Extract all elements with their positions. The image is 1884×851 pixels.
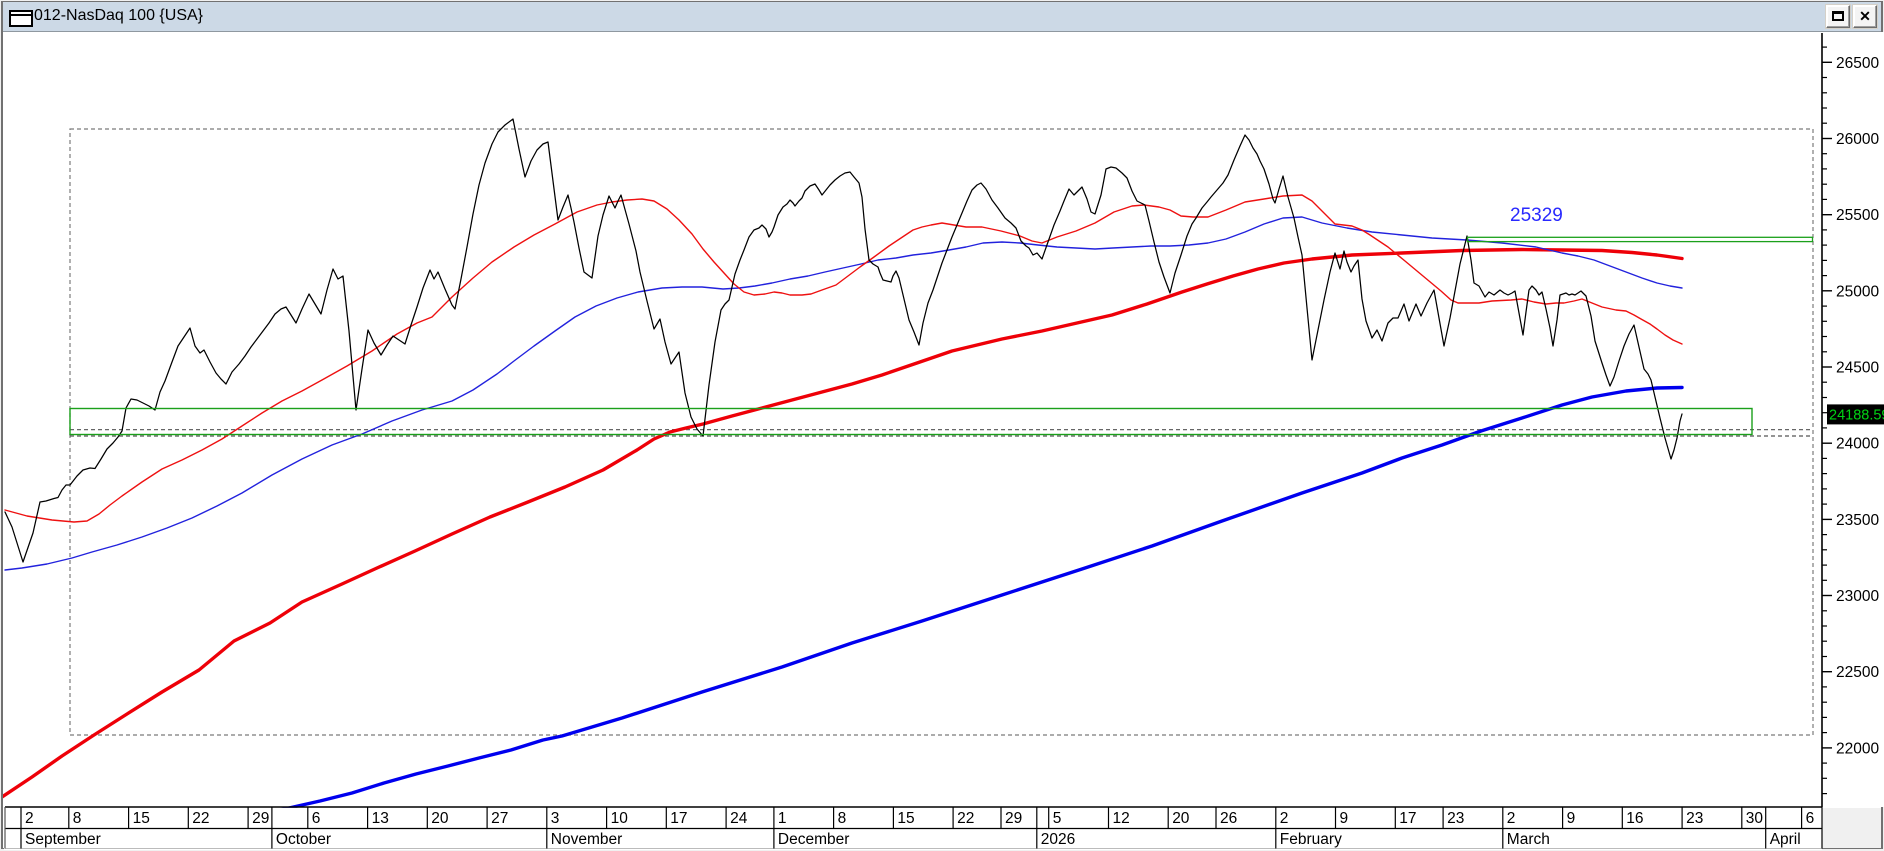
- svg-text:6: 6: [312, 810, 321, 827]
- svg-text:23500: 23500: [1836, 512, 1879, 529]
- svg-text:25000: 25000: [1836, 283, 1879, 300]
- svg-text:16: 16: [1626, 810, 1643, 827]
- svg-text:October: October: [276, 831, 331, 848]
- svg-text:27: 27: [491, 810, 508, 827]
- svg-text:23: 23: [1447, 810, 1464, 827]
- svg-text:2: 2: [1507, 810, 1516, 827]
- svg-text:2: 2: [1280, 810, 1289, 827]
- svg-text:9: 9: [1340, 810, 1349, 827]
- svg-text:5: 5: [1053, 810, 1062, 827]
- svg-text:26000: 26000: [1836, 131, 1879, 148]
- svg-text:12: 12: [1113, 810, 1130, 827]
- svg-text:25329: 25329: [1510, 205, 1563, 226]
- svg-text:22: 22: [957, 810, 974, 827]
- svg-text:February: February: [1280, 831, 1342, 848]
- svg-text:March: March: [1507, 831, 1550, 848]
- svg-text:23000: 23000: [1836, 588, 1879, 605]
- svg-text:9: 9: [1567, 810, 1576, 827]
- svg-text:17: 17: [1399, 810, 1416, 827]
- svg-text:22500: 22500: [1836, 664, 1879, 681]
- svg-text:8: 8: [73, 810, 82, 827]
- svg-text:26500: 26500: [1836, 55, 1879, 72]
- svg-text:22000: 22000: [1836, 740, 1879, 757]
- svg-text:15: 15: [897, 810, 914, 827]
- svg-text:15: 15: [133, 810, 150, 827]
- svg-text:8: 8: [838, 810, 847, 827]
- svg-text:20: 20: [431, 810, 449, 827]
- svg-text:24188.59: 24188.59: [1829, 408, 1884, 424]
- svg-text:23: 23: [1686, 810, 1703, 827]
- svg-text:24: 24: [730, 810, 748, 827]
- svg-text:2: 2: [25, 810, 34, 827]
- svg-text:24000: 24000: [1836, 436, 1879, 453]
- svg-text:December: December: [778, 831, 850, 848]
- svg-text:10: 10: [611, 810, 629, 827]
- svg-text:24500: 24500: [1836, 360, 1879, 377]
- svg-text:17: 17: [670, 810, 687, 827]
- svg-text:6: 6: [1806, 810, 1815, 827]
- svg-text:September: September: [25, 831, 101, 848]
- svg-text:November: November: [551, 831, 623, 848]
- svg-text:2026: 2026: [1041, 831, 1075, 848]
- svg-text:26: 26: [1220, 810, 1237, 827]
- svg-text:20: 20: [1172, 810, 1190, 827]
- svg-text:25500: 25500: [1836, 207, 1879, 224]
- svg-text:22: 22: [192, 810, 209, 827]
- svg-text:13: 13: [372, 810, 389, 827]
- svg-text:3: 3: [551, 810, 560, 827]
- svg-text:April: April: [1770, 831, 1801, 848]
- svg-text:29: 29: [1005, 810, 1022, 827]
- svg-text:29: 29: [252, 810, 269, 827]
- svg-text:30: 30: [1746, 810, 1764, 827]
- svg-text:1: 1: [778, 810, 787, 827]
